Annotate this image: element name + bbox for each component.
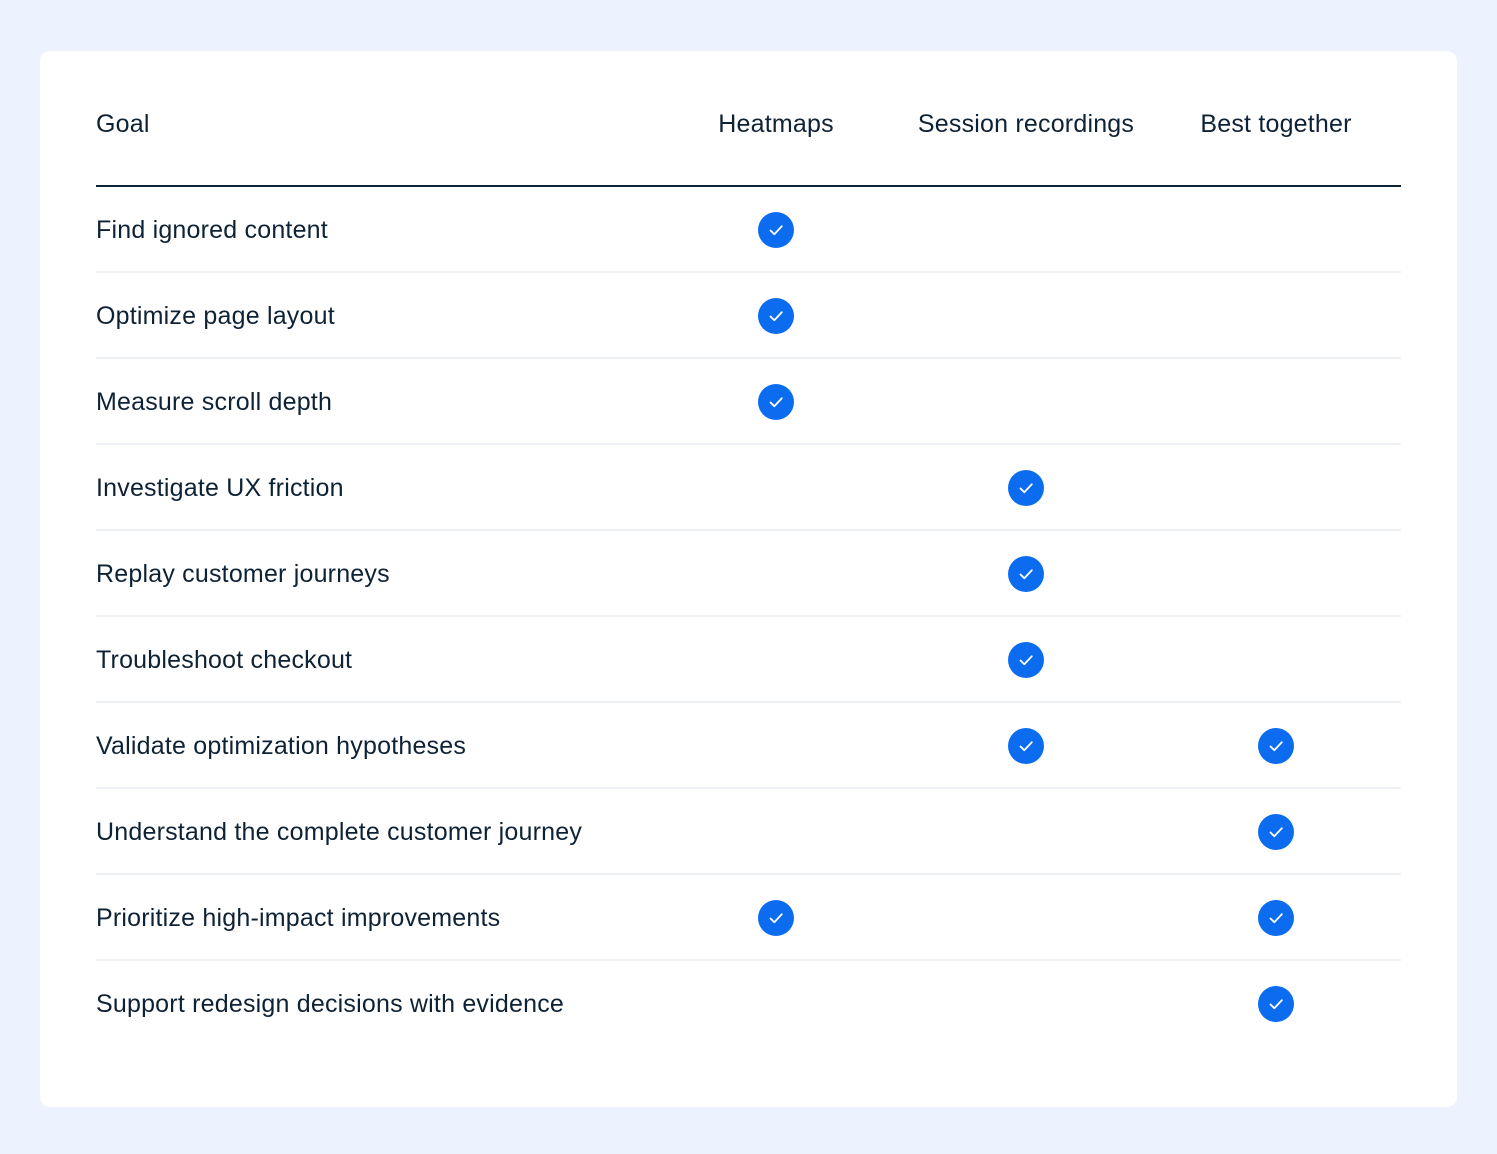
session-recordings-check-icon	[1008, 470, 1044, 506]
best-together-check-icon	[1258, 900, 1294, 936]
table-header: Goal Heatmaps Session recordings Best to…	[96, 51, 1401, 187]
header-session-recordings: Session recordings	[917, 110, 1135, 138]
comparison-table: Goal Heatmaps Session recordings Best to…	[96, 51, 1401, 1047]
goal-label: Troubleshoot checkout	[96, 646, 353, 674]
goal-label: Measure scroll depth	[96, 388, 333, 416]
table-row: Support redesign decisions with evidence	[96, 961, 1401, 1047]
goal-label: Replay customer journeys	[96, 560, 390, 588]
table-row: Optimize page layout	[96, 273, 1401, 359]
table-row: Measure scroll depth	[96, 359, 1401, 445]
table-row: Find ignored content	[96, 187, 1401, 273]
best-together-check-icon	[1258, 728, 1294, 764]
heatmaps-check-icon	[758, 900, 794, 936]
session-recordings-check-icon	[1008, 642, 1044, 678]
header-heatmaps: Heatmaps	[718, 110, 834, 138]
comparison-card: Goal Heatmaps Session recordings Best to…	[40, 51, 1457, 1107]
session-recordings-check-icon	[1008, 556, 1044, 592]
heatmaps-check-icon	[758, 212, 794, 248]
session-recordings-check-icon	[1008, 728, 1044, 764]
table-row: Prioritize high-impact improvements	[96, 875, 1401, 961]
table-row: Validate optimization hypotheses	[96, 703, 1401, 789]
table-row: Replay customer journeys	[96, 531, 1401, 617]
heatmaps-check-icon	[758, 298, 794, 334]
goal-label: Support redesign decisions with evidence	[96, 990, 564, 1018]
table-body: Find ignored content Optimize page layout…	[96, 187, 1401, 1047]
heatmaps-check-icon	[758, 384, 794, 420]
header-goal: Goal	[96, 110, 150, 138]
best-together-check-icon	[1258, 986, 1294, 1022]
goal-label: Prioritize high-impact improvements	[96, 904, 501, 932]
table-row: Investigate UX friction	[96, 445, 1401, 531]
table-row: Troubleshoot checkout	[96, 617, 1401, 703]
goal-label: Investigate UX friction	[96, 474, 344, 502]
goal-label: Optimize page layout	[96, 302, 335, 330]
header-best-together: Best together	[1200, 110, 1352, 138]
table-row: Understand the complete customer journey	[96, 789, 1401, 875]
goal-label: Understand the complete customer journey	[96, 818, 583, 846]
goal-label: Validate optimization hypotheses	[96, 732, 467, 760]
best-together-check-icon	[1258, 814, 1294, 850]
goal-label: Find ignored content	[96, 216, 328, 244]
